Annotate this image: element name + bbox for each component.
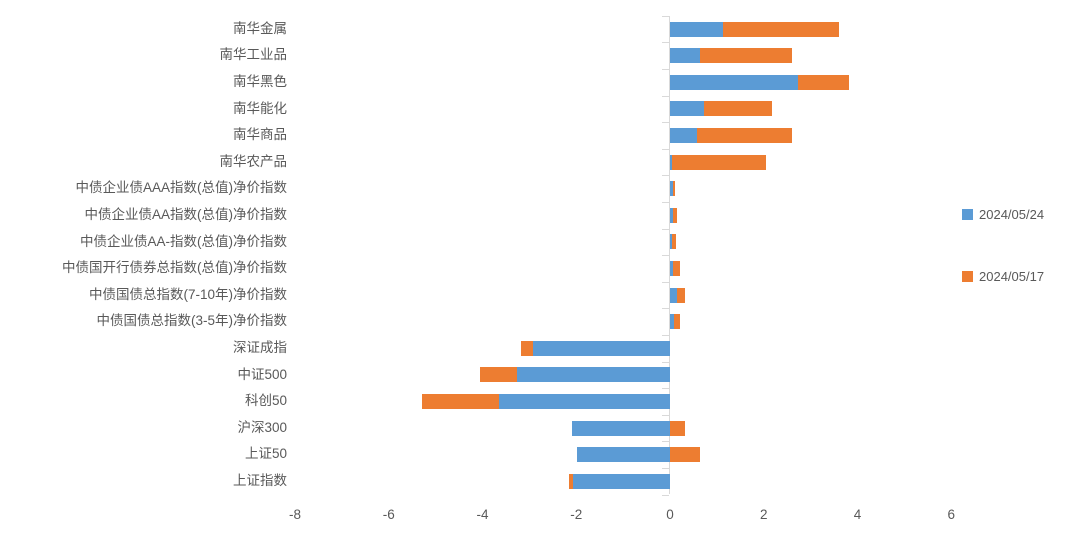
axis-tick: [662, 388, 669, 390]
category-label: 南华金属: [233, 20, 287, 36]
axis-tick: [662, 68, 669, 70]
category-label: 中债国债总指数(7-10年)净价指数: [88, 286, 287, 302]
category-label: 南华能化: [233, 100, 287, 116]
bar-segment: [670, 21, 723, 37]
x-axis-tick-label: 2: [759, 506, 768, 522]
axis-tick: [662, 228, 669, 230]
bar-segment: [571, 420, 670, 436]
bar-segment: [520, 340, 534, 356]
category-label: 南华农产品: [219, 153, 288, 169]
category-axis-line: [669, 15, 670, 495]
x-axis-tick-label: 6: [947, 506, 955, 522]
axis-tick: [662, 414, 669, 416]
bar-segment: [576, 447, 670, 463]
category-label: 上证指数: [233, 472, 287, 488]
bar-segment: [672, 181, 676, 197]
legend-swatch-orange: [962, 271, 973, 282]
legend-label: 2024/05/17: [979, 269, 1045, 284]
bar-segment: [516, 367, 670, 383]
bar-segment: [674, 314, 681, 330]
category-label: 沪深300: [237, 419, 287, 435]
bar-segment: [700, 48, 793, 64]
axis-tick: [662, 494, 669, 496]
category-label: 南华商品: [233, 127, 287, 143]
axis-tick: [662, 148, 669, 150]
bar-segment: [670, 420, 685, 436]
axis-tick: [662, 308, 669, 310]
category-label: 科创50: [244, 393, 287, 409]
bar-segment: [722, 21, 839, 37]
x-axis-tick-label: -6: [382, 506, 395, 522]
category-label: 上证50: [244, 446, 287, 462]
bar-segment: [670, 181, 673, 197]
bar-segment: [670, 74, 798, 90]
x-axis-tick-label: -2: [570, 506, 583, 522]
category-label: 中债国债总指数(3-5年)净价指数: [96, 313, 287, 329]
category-label: 中债企业债AA指数(总值)净价指数: [84, 206, 288, 222]
bar-segment: [670, 287, 678, 303]
axis-tick: [662, 201, 669, 203]
axis-tick: [662, 122, 669, 124]
axis-tick: [662, 281, 669, 283]
bar-segment: [677, 287, 685, 303]
category-label: 深证成指: [233, 339, 287, 355]
bar-segment: [533, 340, 670, 356]
category-label: 中证500: [237, 366, 287, 382]
axis-tick: [662, 334, 669, 336]
bar-segment: [672, 207, 678, 223]
category-label: 南华工业品: [219, 47, 288, 63]
legend-item-2024-05-24: 2024/05/24: [962, 207, 1044, 222]
axis-tick: [662, 95, 669, 97]
x-axis-tick-label: 4: [853, 506, 862, 522]
axis-tick: [662, 15, 669, 17]
bar-segment: [671, 234, 676, 250]
x-axis-tick-label: -4: [476, 506, 489, 522]
axis-tick: [662, 467, 669, 469]
bar-segment: [704, 101, 772, 117]
bar-segment: [670, 314, 675, 330]
legend-item-2024-05-17: 2024/05/17: [962, 269, 1044, 284]
x-axis-tick-label: -8: [288, 506, 301, 522]
category-label: 中债国开行债券总指数(总值)净价指数: [62, 260, 287, 276]
axis-tick: [662, 255, 669, 257]
bar-segment: [697, 127, 792, 143]
axis-tick: [662, 361, 669, 363]
bar-segment: [569, 473, 574, 489]
bar-segment: [670, 260, 674, 276]
category-label: 中债企业债AAA指数(总值)净价指数: [75, 180, 287, 196]
axis-tick: [662, 42, 669, 44]
bar-segment: [480, 367, 517, 383]
legend-label: 2024/05/24: [979, 207, 1045, 222]
bar-segment: [670, 101, 705, 117]
bar-segment: [670, 154, 672, 170]
bar-segment: [670, 447, 700, 463]
axis-tick: [662, 441, 669, 443]
category-label: 中债企业债AA-指数(总值)净价指数: [80, 233, 287, 249]
chart-legend: 2024/05/24 2024/05/17: [962, 207, 1044, 284]
legend-swatch-blue: [962, 209, 973, 220]
bar-segment: [670, 48, 701, 64]
category-label: 南华黑色: [233, 73, 287, 89]
axis-tick: [662, 175, 669, 177]
bar-segment: [573, 473, 670, 489]
bar-segment: [499, 393, 670, 409]
bar-segment: [670, 207, 673, 223]
bar-segment: [797, 74, 849, 90]
bar-segment: [673, 260, 680, 276]
bar-segment: [421, 393, 500, 409]
bar-segment: [670, 127, 698, 143]
bar-segment: [670, 234, 672, 250]
bar-segment: [671, 154, 766, 170]
x-axis-tick-label: 0: [666, 506, 674, 522]
